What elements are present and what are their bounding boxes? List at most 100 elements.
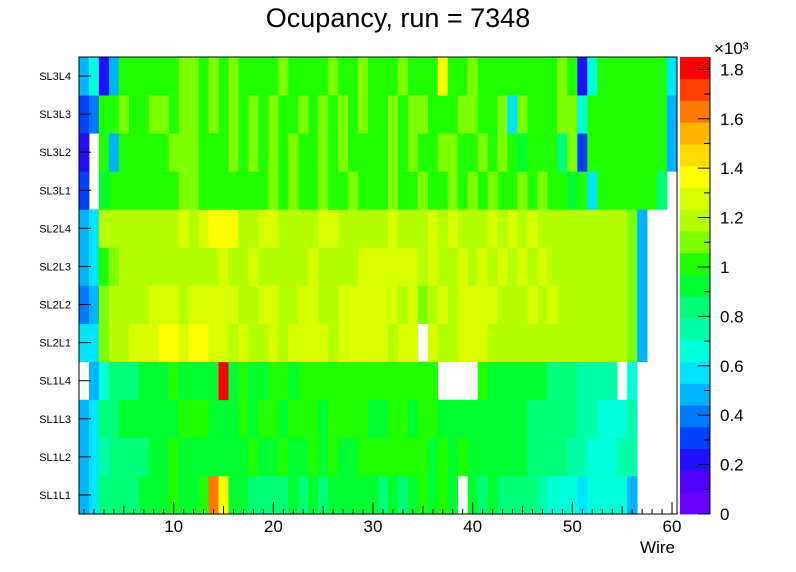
color-scale-tick-label: 1 [720,258,729,277]
heatmap-cell [407,133,419,172]
x-tick-label: 20 [264,517,283,536]
heatmap-cell [407,437,419,477]
heatmap-cell [417,171,429,210]
heatmap-cell [248,247,259,286]
heatmap-cell [158,323,170,363]
heatmap-cell [527,247,538,286]
heatmap-cell [378,171,389,210]
heatmap-cell [138,361,150,401]
heatmap-cell [268,437,279,477]
color-scale-segment [680,144,710,167]
heatmap-cell [108,437,120,477]
heatmap-cell [657,171,668,210]
heatmap-cell [298,361,309,401]
heatmap-cell [467,171,479,210]
heatmap-cell [617,399,628,439]
heatmap-cell [517,247,528,286]
heatmap-cell [517,323,528,363]
heatmap-cell [657,57,668,96]
heatmap-cell [288,95,299,134]
heatmap-cell [637,247,648,286]
heatmap-cell [358,209,369,248]
heatmap-cell [258,323,269,363]
heatmap-cell [208,133,219,172]
heatmap-cell [198,57,209,96]
heatmap-cell [348,209,359,248]
heatmap-cell [188,209,199,248]
heatmap-cell [477,399,489,439]
heatmap-cell [308,475,319,515]
heatmap-cell [567,95,578,134]
heatmap-cell [198,95,209,134]
heatmap-cell [487,133,498,172]
heatmap-cell [358,133,369,172]
heatmap-cell [258,171,269,210]
heatmap-cell [208,57,219,96]
heatmap-cell [148,171,160,210]
heatmap-cell [288,399,299,439]
heatmap-cell [148,323,160,363]
heatmap-cell [368,95,379,134]
heatmap-cell [457,437,469,477]
plot-frame [78,56,678,515]
heatmap-cell [557,95,568,134]
heatmap-cell [397,399,409,439]
heatmap-cell [477,475,489,515]
heatmap-cell [98,95,110,134]
heatmap-cell [258,247,269,286]
heatmap-cell [577,95,588,134]
heatmap-cell [407,285,419,324]
heatmap-cell [268,171,279,210]
color-scale-segment [680,470,710,493]
heatmap-cell [108,247,120,286]
color-scale-segment [680,361,710,384]
heatmap-cell [188,475,199,515]
heatmap-cell [497,361,508,401]
heatmap-cell [228,57,239,96]
heatmap-cell [118,95,130,134]
heatmap-cell [238,209,249,248]
heatmap-cell [208,437,219,477]
heatmap-cell [657,133,668,172]
heatmap-cell [178,57,190,96]
heatmap-cell [318,57,329,96]
heatmap-cell [597,285,608,324]
heatmap-cell [547,57,558,96]
heatmap-cell [417,133,429,172]
heatmap-cell [637,285,648,324]
heatmap-cell [318,399,329,439]
heatmap-cell [148,57,160,96]
heatmap-cell [128,285,140,324]
heatmap-cell [238,323,249,363]
heatmap-cells [79,57,678,515]
heatmap-cell [517,361,528,401]
heatmap-cell [547,247,558,286]
heatmap-cell [378,209,389,248]
heatmap-cell [118,323,130,363]
heatmap-cell [647,171,658,210]
heatmap-cell [497,399,508,439]
heatmap-cell [168,57,180,96]
heatmap-cell [98,361,110,401]
heatmap-cell [517,95,528,134]
heatmap-cell [557,399,568,439]
heatmap-cell [158,57,170,96]
heatmap-cell [587,133,598,172]
color-scale-bar [680,57,710,515]
heatmap-cell [667,57,678,96]
heatmap-cell [308,361,319,401]
heatmap-cell [457,399,469,439]
heatmap-cell [158,399,170,439]
heatmap-cell [208,247,219,286]
heatmap-cell [258,437,269,477]
heatmap-cell [397,209,409,248]
heatmap-cell [348,247,359,286]
heatmap-cell [98,323,110,363]
heatmap-cell [228,399,239,439]
heatmap-cell [567,399,578,439]
heatmap-cell [168,133,180,172]
heatmap-cell [238,437,249,477]
heatmap-cell [128,323,140,363]
heatmap-cell [378,475,389,515]
heatmap-cell [667,95,678,134]
